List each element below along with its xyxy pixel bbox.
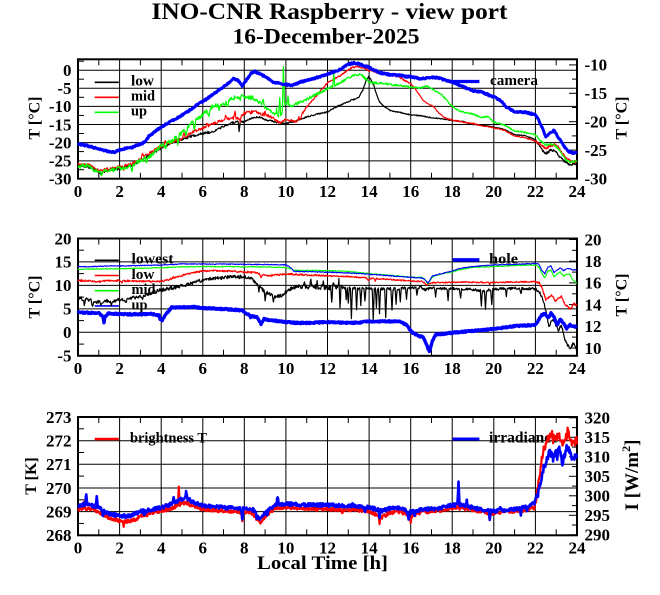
svg-text:T [K]: T [K] — [23, 457, 40, 494]
svg-text:-30: -30 — [585, 169, 608, 188]
svg-text:5: 5 — [63, 300, 72, 319]
svg-text:315: 315 — [585, 428, 611, 447]
svg-text:269: 269 — [46, 502, 72, 521]
svg-text:14: 14 — [361, 182, 379, 201]
svg-text:4: 4 — [157, 539, 166, 558]
svg-text:0: 0 — [63, 61, 72, 80]
svg-text:0: 0 — [74, 539, 83, 558]
svg-text:12: 12 — [319, 182, 336, 201]
svg-text:6: 6 — [199, 182, 208, 201]
svg-text:6: 6 — [199, 539, 208, 558]
svg-text:24: 24 — [569, 539, 587, 558]
svg-text:T [°C]: T [°C] — [27, 276, 44, 319]
svg-text:-20: -20 — [49, 133, 72, 152]
svg-text:310: 310 — [585, 448, 611, 467]
svg-text:4: 4 — [157, 182, 166, 201]
svg-text:10: 10 — [277, 539, 294, 558]
svg-text:0: 0 — [74, 359, 83, 378]
svg-text:290: 290 — [585, 526, 611, 545]
svg-text:-10: -10 — [585, 56, 608, 75]
svg-text:320: 320 — [585, 409, 611, 428]
svg-text:2: 2 — [115, 359, 124, 378]
svg-text:-10: -10 — [49, 97, 72, 116]
svg-text:16: 16 — [402, 182, 419, 201]
svg-text:18: 18 — [444, 182, 461, 201]
svg-text:10: 10 — [55, 276, 72, 295]
svg-text:-25: -25 — [585, 141, 608, 160]
svg-text:T [°C]: T [°C] — [614, 274, 631, 317]
svg-text:273: 273 — [46, 408, 72, 427]
svg-text:270: 270 — [46, 479, 72, 498]
svg-text:low: low — [131, 74, 154, 90]
svg-text:-5: -5 — [57, 347, 71, 366]
svg-text:8: 8 — [240, 182, 249, 201]
svg-text:INO-CNR Raspberry - view port: INO-CNR Raspberry - view port — [152, 0, 508, 24]
svg-text:22: 22 — [527, 182, 544, 201]
svg-text:10: 10 — [277, 182, 294, 201]
svg-text:6: 6 — [199, 359, 208, 378]
svg-text:lowest: lowest — [132, 252, 174, 268]
svg-text:T [°C]: T [°C] — [614, 97, 631, 140]
svg-text:0: 0 — [74, 182, 83, 201]
svg-text:272: 272 — [46, 432, 72, 451]
svg-text:-25: -25 — [49, 152, 72, 171]
svg-text:-30: -30 — [49, 170, 72, 189]
svg-text:mid: mid — [131, 89, 156, 105]
svg-text:-15: -15 — [585, 84, 608, 103]
svg-text:14: 14 — [585, 295, 603, 314]
svg-text:22: 22 — [527, 539, 544, 558]
svg-text:14: 14 — [361, 359, 379, 378]
svg-text:18: 18 — [444, 359, 461, 378]
svg-text:camera: camera — [490, 73, 539, 89]
svg-text:18: 18 — [444, 539, 461, 558]
svg-text:271: 271 — [46, 455, 72, 474]
svg-text:16: 16 — [402, 539, 419, 558]
svg-text:24: 24 — [569, 182, 587, 201]
svg-text:20: 20 — [485, 539, 502, 558]
svg-text:-20: -20 — [585, 113, 608, 132]
svg-text:300: 300 — [585, 487, 611, 506]
svg-text:8: 8 — [240, 539, 249, 558]
svg-text:20: 20 — [55, 229, 72, 248]
svg-text:295: 295 — [585, 506, 611, 525]
svg-text:16: 16 — [585, 274, 602, 293]
svg-text:0: 0 — [63, 323, 72, 342]
svg-text:-5: -5 — [57, 79, 71, 98]
svg-text:12: 12 — [585, 317, 602, 336]
svg-text:4: 4 — [157, 359, 166, 378]
svg-text:14: 14 — [361, 539, 379, 558]
svg-text:low: low — [132, 267, 155, 283]
svg-text:18: 18 — [585, 252, 602, 271]
svg-text:T [°C]: T [°C] — [27, 97, 44, 140]
svg-text:20: 20 — [485, 182, 502, 201]
svg-text:20: 20 — [485, 359, 502, 378]
svg-text:2: 2 — [115, 539, 124, 558]
svg-text:Local Time [h]: Local Time [h] — [257, 553, 388, 574]
svg-text:up: up — [131, 104, 147, 120]
svg-text:hole: hole — [489, 251, 518, 267]
svg-text:2: 2 — [115, 182, 124, 201]
svg-text:20: 20 — [585, 230, 602, 249]
svg-text:10: 10 — [277, 359, 294, 378]
svg-text:12: 12 — [319, 359, 336, 378]
svg-text:12: 12 — [319, 539, 336, 558]
svg-text:10: 10 — [585, 339, 602, 358]
svg-text:brightness T: brightness T — [130, 430, 207, 446]
svg-text:-15: -15 — [49, 115, 72, 134]
svg-text:268: 268 — [46, 526, 72, 545]
svg-text:16: 16 — [402, 359, 419, 378]
svg-text:8: 8 — [240, 359, 249, 378]
svg-text:24: 24 — [569, 359, 587, 378]
svg-text:22: 22 — [527, 359, 544, 378]
svg-text:up: up — [132, 297, 148, 313]
svg-text:15: 15 — [55, 253, 72, 272]
svg-text:16-December-2025: 16-December-2025 — [233, 24, 420, 49]
svg-text:irradiance: irradiance — [489, 429, 558, 446]
svg-text:305: 305 — [585, 467, 611, 486]
